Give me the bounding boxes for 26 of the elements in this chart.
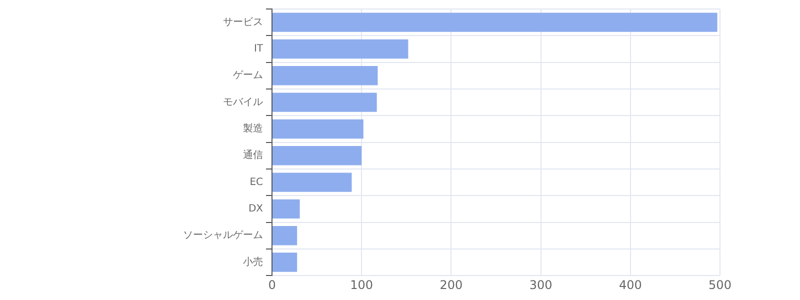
bar bbox=[272, 226, 298, 246]
y-tick-label: 小売 bbox=[243, 256, 263, 268]
bar bbox=[272, 172, 352, 192]
bar bbox=[272, 66, 378, 86]
y-tick-label: モバイル bbox=[223, 96, 263, 108]
bar bbox=[272, 199, 300, 219]
x-tick-label: 0 bbox=[268, 278, 276, 292]
y-tick-label: DX bbox=[248, 204, 264, 215]
bar bbox=[272, 92, 377, 112]
x-tick-label: 300 bbox=[529, 278, 552, 292]
bar bbox=[272, 12, 718, 32]
y-tick-label: EC bbox=[250, 176, 264, 188]
bar bbox=[272, 39, 408, 59]
x-tick-label: 100 bbox=[350, 278, 374, 292]
x-tick-label: 500 bbox=[708, 278, 732, 292]
bar bbox=[272, 252, 298, 272]
y-tick-label: ゲーム bbox=[233, 70, 263, 82]
bar bbox=[272, 119, 364, 139]
y-tick-label: 製造 bbox=[243, 122, 263, 135]
y-tick-label: IT bbox=[254, 44, 264, 55]
y-tick-label: 通信 bbox=[243, 149, 263, 162]
bar bbox=[272, 146, 362, 166]
y-tick-label: ソーシャルゲーム bbox=[183, 230, 263, 242]
x-tick-label: 400 bbox=[618, 278, 642, 292]
x-tick-label: 200 bbox=[440, 278, 463, 292]
y-tick-label: サービス bbox=[223, 16, 263, 28]
